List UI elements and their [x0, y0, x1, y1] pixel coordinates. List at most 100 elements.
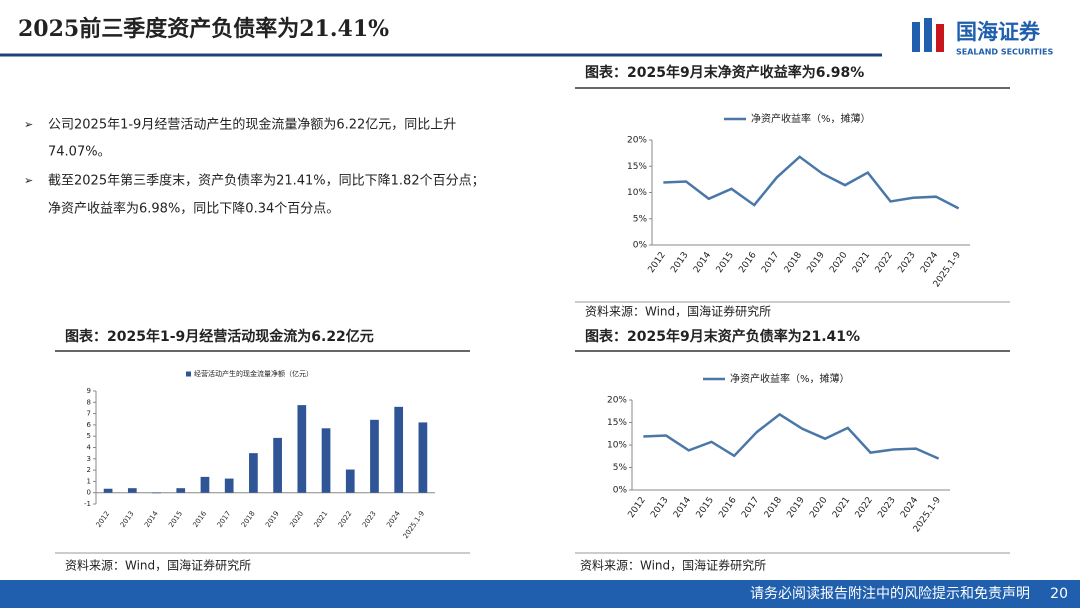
y-tick-label: 10% [607, 441, 627, 451]
x-tick-label: 2022 [874, 250, 895, 274]
legend-label: 净资产收益率（%，摊薄） [730, 372, 850, 385]
x-tick-label: 2015 [167, 510, 184, 529]
x-tick-label: 2020 [288, 510, 305, 529]
logo-sub: SEALAND SECURITIES [956, 48, 1053, 57]
x-tick-label: 2024 [385, 509, 402, 529]
bar [273, 437, 282, 493]
page-number: 20 [1050, 586, 1068, 602]
x-tick-label: 2014 [672, 495, 693, 520]
disclaimer: 请务必阅读报告附注中的风险提示和免责声明 [750, 585, 1030, 602]
y-tick-label: 5% [613, 463, 628, 473]
y-tick-label: 9 [87, 387, 91, 395]
source: 资料来源：Wind，国海证券研究所 [65, 558, 251, 573]
x-tick-label: 2019 [786, 495, 807, 520]
x-tick-label: 2012 [95, 510, 112, 529]
x-tick-label: 2021 [831, 495, 852, 519]
y-tick-label: 8 [87, 398, 91, 406]
y-tick-label: -1 [84, 500, 91, 508]
x-tick-label: 2021 [313, 510, 330, 529]
x-tick-label: 2024 [919, 250, 940, 275]
y-tick-label: 0% [633, 241, 648, 251]
x-tick-label: 2017 [216, 510, 233, 529]
bullet: 74.07%。 [48, 145, 111, 160]
bullet: 公司2025年1-9月经营活动产生的现金流量净额为6.22亿元，同比上升 [48, 117, 456, 133]
x-tick-label: 2013 [649, 495, 670, 519]
logo-mark [924, 18, 932, 52]
x-tick-label: 2016 [717, 495, 738, 520]
y-tick-label: 0 [87, 489, 91, 497]
x-tick-label: 2014 [692, 250, 713, 275]
y-tick-label: 20% [627, 136, 647, 146]
x-tick-label: 2025.1-9 [402, 510, 427, 540]
x-tick-label: 2012 [627, 495, 648, 519]
slide-title: 2025前三季度资产负债率为21.41% [18, 16, 389, 42]
y-tick-label: 3 [87, 455, 91, 463]
bar [297, 405, 307, 493]
legend-swatch [186, 371, 191, 377]
x-tick-label: 2023 [361, 510, 378, 529]
x-tick-label: 2016 [191, 509, 208, 529]
x-tick-label: 2017 [740, 495, 761, 519]
source: 资料来源：Wind，国海证券研究所 [585, 304, 771, 319]
x-tick-label: 2019 [806, 250, 827, 275]
x-tick-label: 2022 [854, 495, 875, 519]
x-tick-label: 2018 [783, 250, 804, 275]
x-tick-label: 2014 [143, 509, 160, 529]
y-tick-label: 6 [87, 421, 92, 429]
x-tick-label: 2023 [876, 495, 897, 519]
bar [127, 488, 137, 493]
y-tick-label: 0% [613, 486, 628, 496]
bar [321, 428, 331, 493]
x-tick-label: 2016 [737, 250, 758, 275]
logo-mark [936, 24, 944, 52]
x-tick-label: 2018 [240, 510, 257, 529]
x-tick-label: 2015 [695, 495, 716, 519]
bullet-marker: ➢ [24, 118, 33, 131]
bar [224, 478, 234, 493]
line-series [663, 155, 960, 210]
x-tick-label: 2017 [760, 250, 781, 274]
y-tick-label: 20% [607, 396, 627, 406]
bar [394, 406, 404, 493]
y-tick-label: 10% [627, 188, 647, 198]
line-series [643, 412, 940, 460]
y-tick-label: 15% [607, 418, 627, 428]
x-tick-label: 2021 [851, 250, 872, 274]
y-tick-label: 2 [87, 466, 91, 474]
bar [370, 419, 379, 493]
x-tick-label: 2012 [647, 250, 668, 274]
chart-title: 图表：2025年1-9月经营活动现金流为6.22亿元 [65, 328, 374, 345]
bullet: 净资产收益率为6.98%，同比下降0.34个百分点。 [48, 201, 339, 217]
chart-title: 图表：2025年9月末资产负债率为21.41% [585, 328, 860, 345]
legend-label: 净资产收益率（%，摊薄） [751, 112, 871, 125]
y-tick-label: 7 [87, 410, 91, 418]
x-tick-label: 2015 [715, 250, 736, 274]
footer-bar [0, 580, 1080, 608]
bar [345, 469, 355, 493]
bar [249, 453, 258, 493]
y-tick-label: 1 [87, 477, 91, 485]
chart-title: 图表：2025年9月末净资产收益率为6.98% [585, 64, 864, 81]
x-tick-label: 2023 [896, 250, 917, 274]
x-tick-label: 2018 [763, 495, 784, 520]
bar [103, 488, 113, 493]
bar [152, 492, 161, 494]
legend-label: 经营活动产生的现金流量净额（亿元） [194, 369, 313, 378]
y-tick-label: 15% [627, 162, 647, 172]
bar [176, 488, 186, 493]
x-tick-label: 2019 [264, 510, 281, 529]
bar [200, 476, 210, 493]
logo-text: 国海证券 [956, 20, 1041, 44]
source: 资料来源：Wind，国海证券研究所 [580, 558, 766, 573]
bar [418, 422, 428, 493]
x-tick-label: 2020 [828, 250, 849, 275]
x-tick-label: 2024 [899, 495, 920, 520]
y-tick-label: 4 [87, 444, 92, 452]
x-tick-label: 2013 [119, 510, 136, 529]
x-tick-label: 2013 [669, 250, 690, 274]
y-tick-label: 5 [87, 432, 91, 440]
x-tick-label: 2022 [337, 510, 354, 529]
y-tick-label: 5% [633, 214, 648, 224]
